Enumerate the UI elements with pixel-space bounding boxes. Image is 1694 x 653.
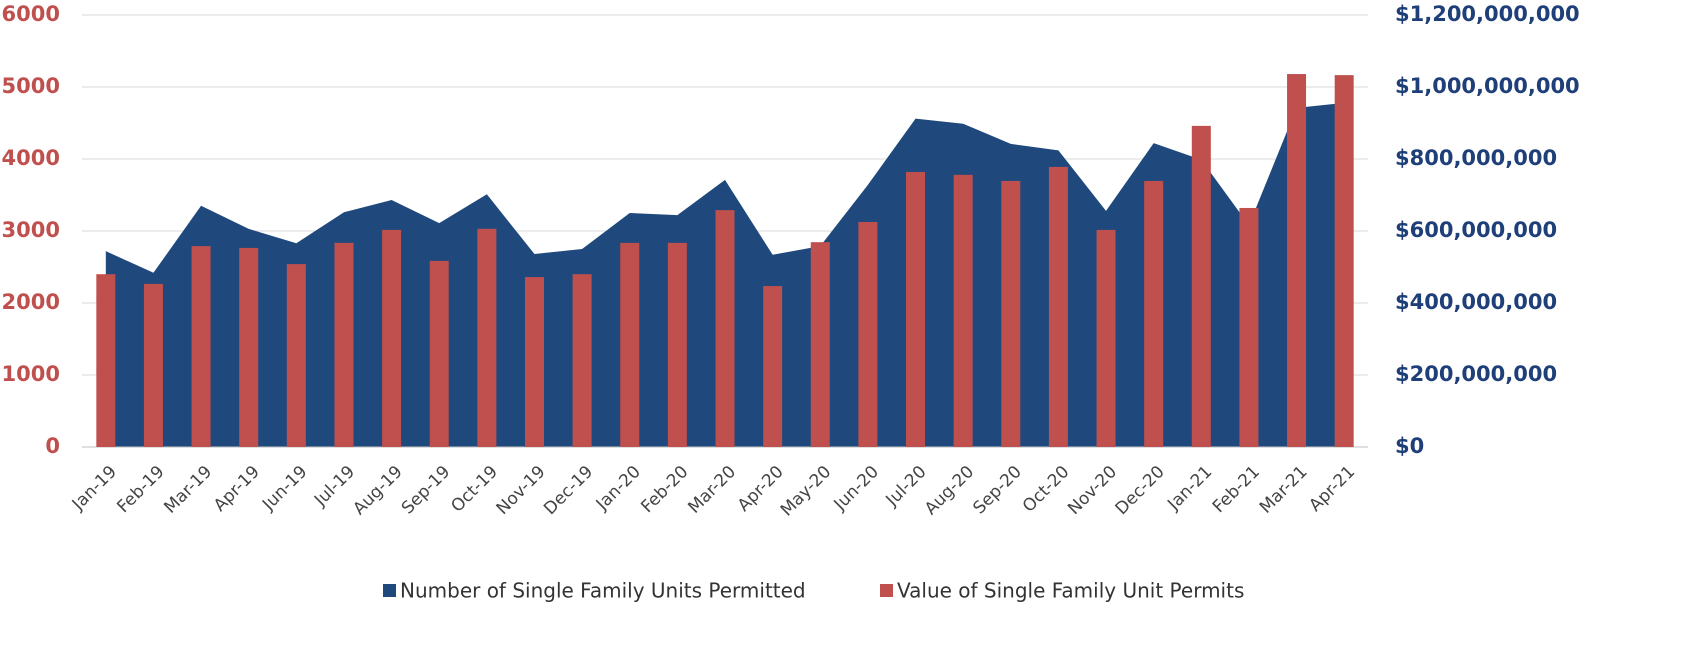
x-tick-label: Apr-19 <box>210 462 264 516</box>
bar <box>810 242 830 447</box>
bar <box>334 242 354 447</box>
bar <box>1096 229 1116 447</box>
x-tick-label: Aug-20 <box>921 462 978 519</box>
bar <box>429 260 449 447</box>
y2-tick-label: $0 <box>1395 434 1424 458</box>
bar <box>1287 74 1307 447</box>
bar <box>239 247 259 447</box>
bar <box>143 283 163 447</box>
x-tick-label: Apr-21 <box>1305 462 1359 516</box>
legend-label: Number of Single Family Units Permitted <box>400 579 806 603</box>
y-tick-label: 6000 <box>2 2 60 26</box>
bar <box>620 242 640 447</box>
bar <box>1048 166 1068 448</box>
x-tick-label: Oct-20 <box>1019 462 1074 517</box>
bar <box>1191 125 1211 447</box>
bar <box>1239 207 1259 447</box>
bar <box>191 246 211 447</box>
y2-tick-label: $600,000,000 <box>1395 218 1557 242</box>
bar <box>715 210 735 447</box>
y-tick-label: 1000 <box>2 362 60 386</box>
y-tick-label: 0 <box>45 434 60 458</box>
legend-swatch <box>880 584 893 597</box>
bar <box>667 242 687 447</box>
x-tick-label: Mar-20 <box>684 462 740 518</box>
y2-tick-label: $1,200,000,000 <box>1395 2 1580 26</box>
x-tick-label: May-20 <box>777 462 835 520</box>
x-tick-label: Dec-20 <box>1112 462 1169 519</box>
bar <box>477 228 497 447</box>
x-tick-label: Mar-21 <box>1256 462 1312 518</box>
x-tick-label: Jan-20 <box>592 462 645 515</box>
x-tick-label: Oct-19 <box>447 462 502 517</box>
x-tick-label: Jun-19 <box>258 462 311 515</box>
bar <box>953 174 973 447</box>
y-tick-label: 2000 <box>2 290 60 314</box>
bar <box>524 277 544 447</box>
bar <box>906 171 926 447</box>
bar <box>763 286 783 447</box>
legend-label: Value of Single Family Unit Permits <box>897 579 1244 603</box>
y2-tick-label: $800,000,000 <box>1395 146 1557 170</box>
x-tick-label: Aug-19 <box>349 462 406 519</box>
x-tick-label: Dec-19 <box>540 462 597 519</box>
x-tick-label: Feb-20 <box>637 462 692 517</box>
y-tick-label: 5000 <box>2 74 60 98</box>
bar <box>1001 180 1021 447</box>
bar <box>286 264 306 447</box>
y2-tick-label: $200,000,000 <box>1395 362 1557 386</box>
x-tick-label: Feb-21 <box>1209 462 1264 517</box>
bar <box>96 274 116 447</box>
bar <box>382 229 402 447</box>
y-tick-label: 4000 <box>2 146 60 170</box>
x-tick-label: Nov-19 <box>493 462 550 519</box>
y2-tick-label: $1,000,000,000 <box>1395 74 1580 98</box>
bar <box>858 222 878 447</box>
legend-swatch <box>383 584 396 597</box>
x-tick-label: Jun-20 <box>830 462 883 515</box>
x-tick-label: Feb-19 <box>113 462 168 517</box>
y-tick-label: 3000 <box>2 218 60 242</box>
x-tick-label: Jan-19 <box>68 462 121 515</box>
x-tick-label: Mar-19 <box>160 462 216 518</box>
x-tick-label: Sep-19 <box>398 462 454 518</box>
bar <box>572 274 592 447</box>
bar <box>1144 180 1164 447</box>
y2-tick-label: $400,000,000 <box>1395 290 1557 314</box>
bar <box>1334 75 1354 448</box>
x-tick-label: Nov-20 <box>1064 462 1121 519</box>
x-tick-label: Sep-20 <box>969 462 1025 518</box>
x-tick-label: Jan-21 <box>1163 462 1216 515</box>
